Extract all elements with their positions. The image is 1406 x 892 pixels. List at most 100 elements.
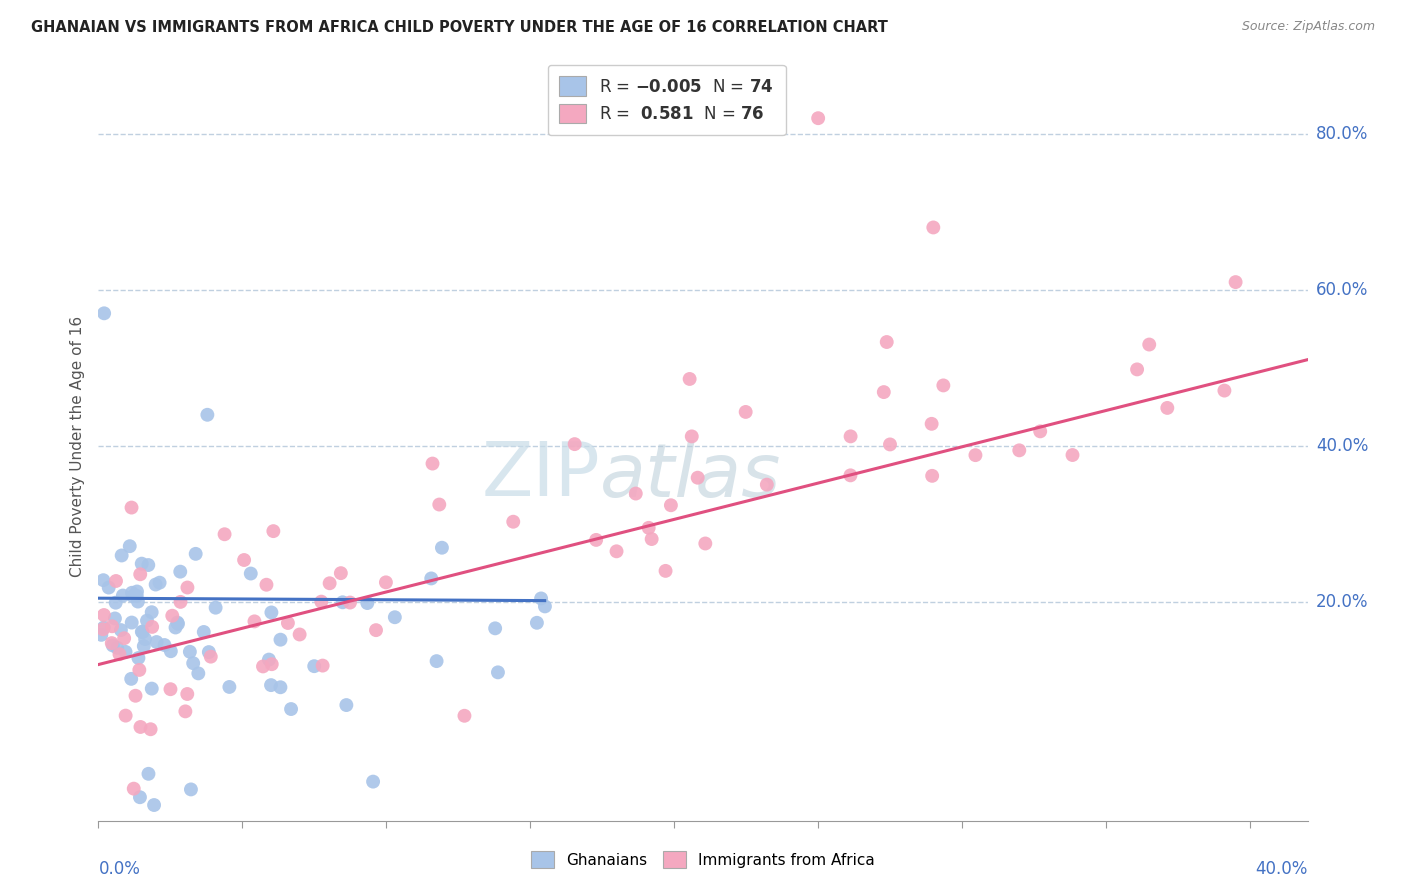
- Point: [105, 640, 128, 655]
- Point: [101, 619, 124, 633]
- Point: [1225, 275, 1247, 289]
- Point: [364, 623, 387, 637]
- Point: [374, 575, 396, 590]
- Point: [839, 429, 862, 443]
- Point: [198, 645, 221, 659]
- Point: [302, 659, 325, 673]
- Point: [101, 639, 124, 653]
- Point: [430, 541, 453, 555]
- Point: [132, 639, 155, 653]
- Point: [104, 596, 127, 610]
- Point: [339, 596, 361, 610]
- Point: [681, 429, 703, 443]
- Point: [131, 624, 153, 639]
- Point: [124, 689, 146, 703]
- Text: atlas: atlas: [600, 440, 782, 512]
- Point: [176, 687, 198, 701]
- Point: [453, 708, 475, 723]
- Y-axis label: Child Poverty Under the Age of 16: Child Poverty Under the Age of 16: [69, 316, 84, 576]
- Point: [734, 405, 756, 419]
- Point: [127, 594, 149, 608]
- Point: [420, 571, 443, 585]
- Point: [839, 468, 862, 483]
- Point: [243, 615, 266, 629]
- Point: [165, 620, 187, 634]
- Point: [1126, 362, 1149, 376]
- Point: [93, 620, 115, 634]
- Point: [484, 621, 506, 635]
- Point: [329, 566, 352, 581]
- Point: [105, 574, 128, 588]
- Point: [97, 581, 120, 595]
- Point: [93, 607, 115, 622]
- Point: [121, 615, 143, 630]
- Point: [624, 486, 647, 500]
- Point: [422, 457, 444, 471]
- Point: [200, 649, 222, 664]
- Point: [90, 628, 112, 642]
- Point: [176, 581, 198, 595]
- Point: [564, 437, 586, 451]
- Point: [195, 408, 218, 422]
- Point: [121, 586, 143, 600]
- Point: [807, 112, 830, 126]
- Point: [526, 615, 548, 630]
- Point: [153, 638, 176, 652]
- Point: [145, 577, 167, 591]
- Point: [1137, 337, 1160, 351]
- Point: [530, 591, 553, 606]
- Point: [534, 599, 557, 614]
- Point: [114, 708, 136, 723]
- Point: [311, 594, 333, 608]
- Point: [141, 620, 163, 634]
- Point: [166, 615, 188, 630]
- Point: [606, 544, 628, 558]
- Text: 60.0%: 60.0%: [1316, 281, 1368, 299]
- Point: [269, 680, 291, 694]
- Point: [486, 665, 509, 680]
- Point: [1029, 425, 1052, 439]
- Legend: Ghanaians, Immigrants from Africa: Ghanaians, Immigrants from Africa: [523, 844, 883, 875]
- Point: [257, 652, 280, 666]
- Point: [141, 605, 163, 619]
- Point: [204, 600, 226, 615]
- Point: [149, 575, 172, 590]
- Point: [356, 596, 378, 610]
- Point: [277, 615, 299, 630]
- Point: [159, 682, 181, 697]
- Point: [111, 549, 134, 563]
- Point: [262, 524, 284, 538]
- Point: [187, 666, 209, 681]
- Point: [1062, 448, 1084, 462]
- Point: [755, 477, 778, 491]
- Point: [129, 567, 152, 582]
- Point: [426, 654, 449, 668]
- Text: 20.0%: 20.0%: [1316, 593, 1368, 611]
- Point: [678, 372, 700, 386]
- Point: [174, 705, 197, 719]
- Point: [502, 515, 524, 529]
- Text: Source: ZipAtlas.com: Source: ZipAtlas.com: [1241, 20, 1375, 33]
- Point: [260, 657, 283, 672]
- Point: [280, 702, 302, 716]
- Point: [318, 576, 340, 591]
- Point: [162, 608, 184, 623]
- Point: [131, 625, 153, 640]
- Point: [233, 553, 256, 567]
- Text: ZIP: ZIP: [481, 440, 600, 513]
- Point: [921, 417, 943, 431]
- Point: [121, 500, 143, 515]
- Point: [256, 578, 278, 592]
- Point: [214, 527, 236, 541]
- Point: [125, 584, 148, 599]
- Point: [93, 306, 115, 320]
- Point: [184, 547, 207, 561]
- Point: [160, 644, 183, 658]
- Point: [139, 723, 162, 737]
- Point: [427, 498, 450, 512]
- Point: [695, 536, 717, 550]
- Point: [141, 681, 163, 696]
- Point: [311, 658, 333, 673]
- Point: [114, 645, 136, 659]
- Point: [91, 622, 114, 636]
